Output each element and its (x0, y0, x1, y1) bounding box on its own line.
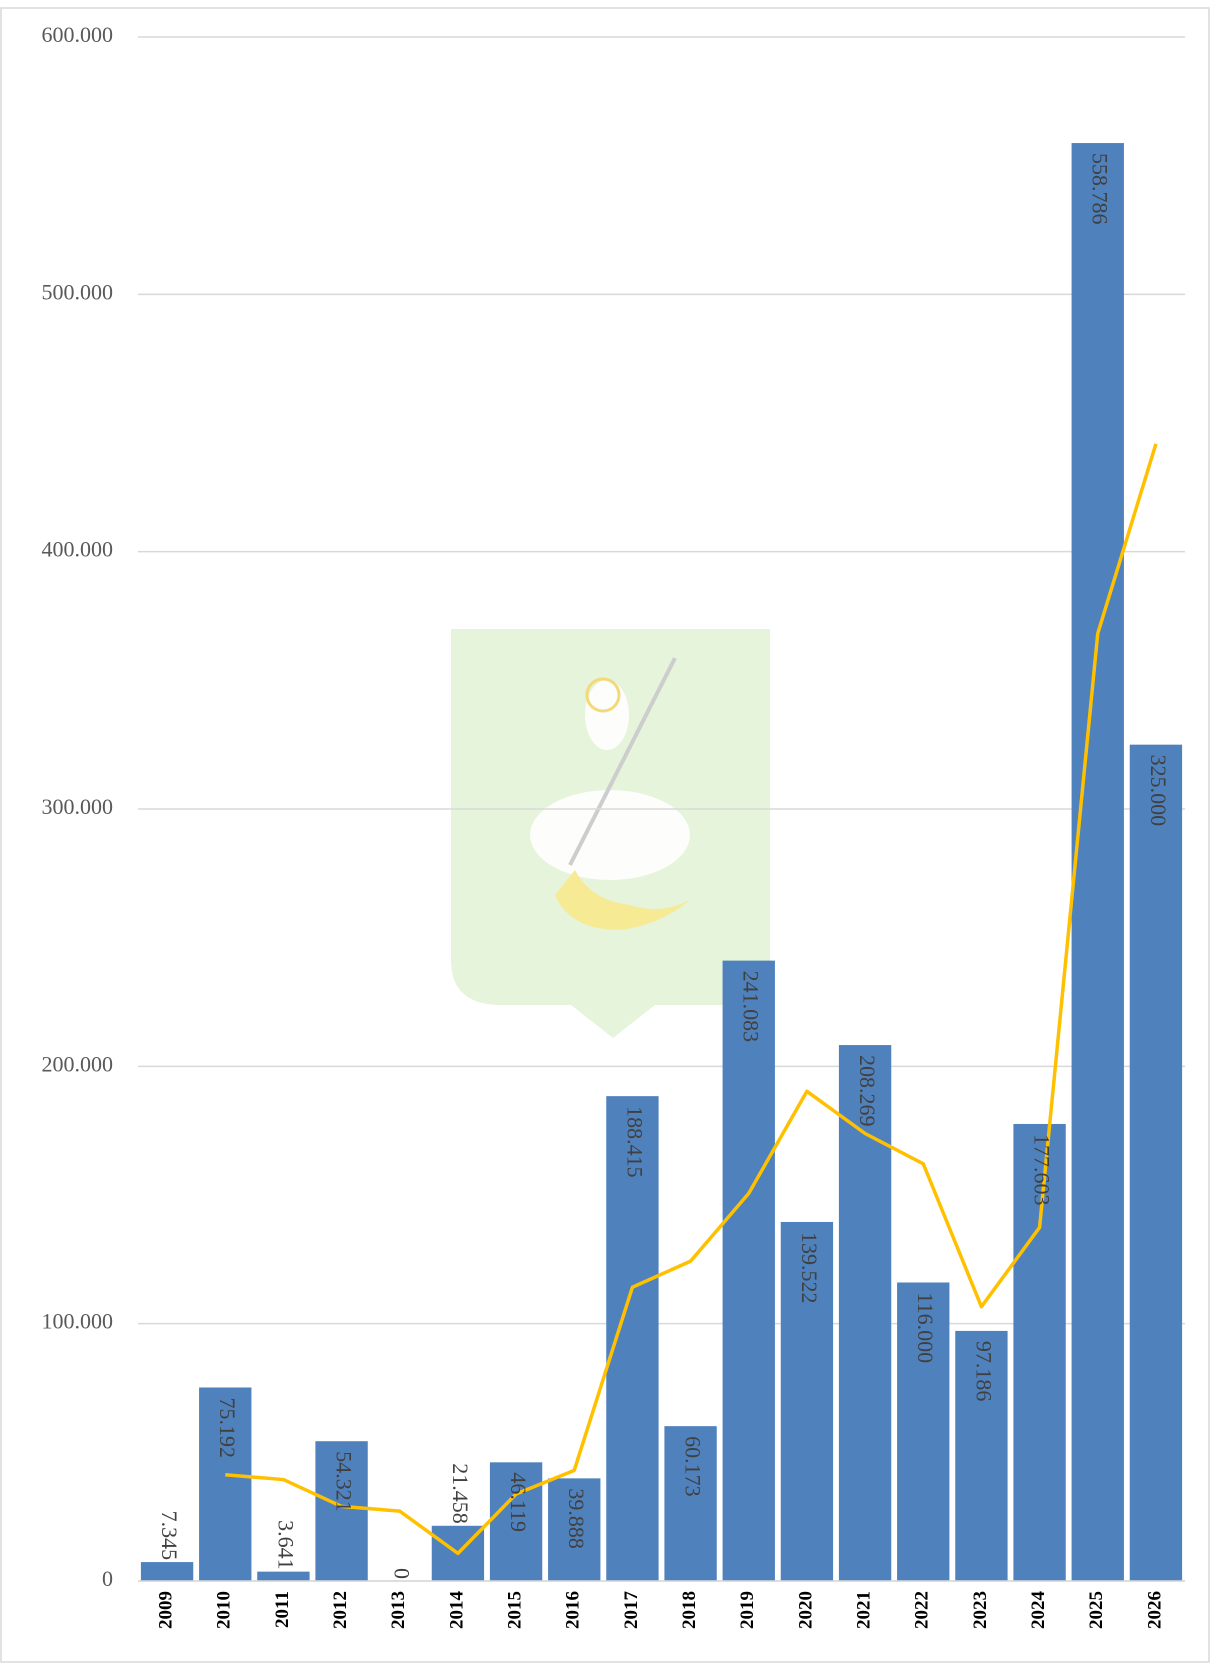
data-label: 116.000 (913, 1292, 938, 1363)
x-tick-label: 2022 (912, 1591, 933, 1629)
data-label: 325.000 (1146, 755, 1171, 827)
y-tick-label: 500.000 (42, 279, 114, 304)
data-label: 46.119 (506, 1472, 531, 1532)
x-tick-label: 2021 (853, 1591, 874, 1629)
x-tick-label: 2016 (563, 1591, 584, 1629)
bar (1072, 143, 1124, 1581)
y-tick-label: 400.000 (42, 537, 114, 562)
x-tick-label: 2009 (155, 1591, 176, 1629)
x-tick-label: 2017 (621, 1591, 642, 1630)
data-label: 7.345 (157, 1511, 182, 1561)
x-tick-label: 2019 (737, 1591, 758, 1629)
x-tick-label: 2023 (970, 1591, 991, 1629)
data-label: 75.192 (215, 1398, 240, 1459)
y-tick-label: 300.000 (42, 794, 114, 819)
data-label: 39.888 (564, 1488, 589, 1549)
y-tick-label: 600.000 (42, 22, 114, 47)
data-label: 241.083 (739, 971, 764, 1042)
x-tick-label: 2013 (388, 1591, 409, 1629)
data-label: 97.186 (971, 1341, 996, 1402)
bar (257, 1572, 309, 1581)
data-label: 21.458 (448, 1463, 473, 1524)
data-label: 558.786 (1088, 153, 1113, 225)
x-tick-label: 2010 (214, 1591, 235, 1629)
bar (1130, 745, 1182, 1581)
x-tick-label: 2014 (446, 1591, 467, 1630)
x-tick-label: 2018 (679, 1591, 700, 1629)
emblem-watermark (451, 629, 770, 1038)
x-tick-label: 2024 (1028, 1591, 1049, 1630)
bar (141, 1562, 193, 1581)
bar (723, 961, 775, 1581)
x-tick-label: 2025 (1086, 1591, 1107, 1629)
data-label: 54.321 (332, 1451, 357, 1512)
x-tick-label: 2026 (1144, 1591, 1165, 1629)
x-tick-label: 2011 (272, 1591, 293, 1628)
y-tick-label: 0 (102, 1566, 113, 1591)
data-label: 0 (390, 1568, 415, 1579)
y-tick-label: 100.000 (42, 1309, 114, 1334)
y-tick-label: 200.000 (42, 1051, 114, 1076)
data-label: 3.641 (273, 1520, 298, 1570)
data-label: 139.522 (797, 1232, 822, 1304)
data-label: 60.173 (681, 1436, 706, 1497)
data-label: 177.603 (1030, 1134, 1055, 1206)
x-tick-label: 2015 (504, 1591, 525, 1629)
chart: 0 100.000 200.000 300.000 400.000 500.000 600.… (0, 0, 1213, 1664)
x-tick-label: 2012 (330, 1591, 351, 1629)
x-tick-label: 2020 (795, 1591, 816, 1629)
data-label: 208.269 (855, 1055, 880, 1127)
data-label: 188.415 (622, 1106, 647, 1178)
